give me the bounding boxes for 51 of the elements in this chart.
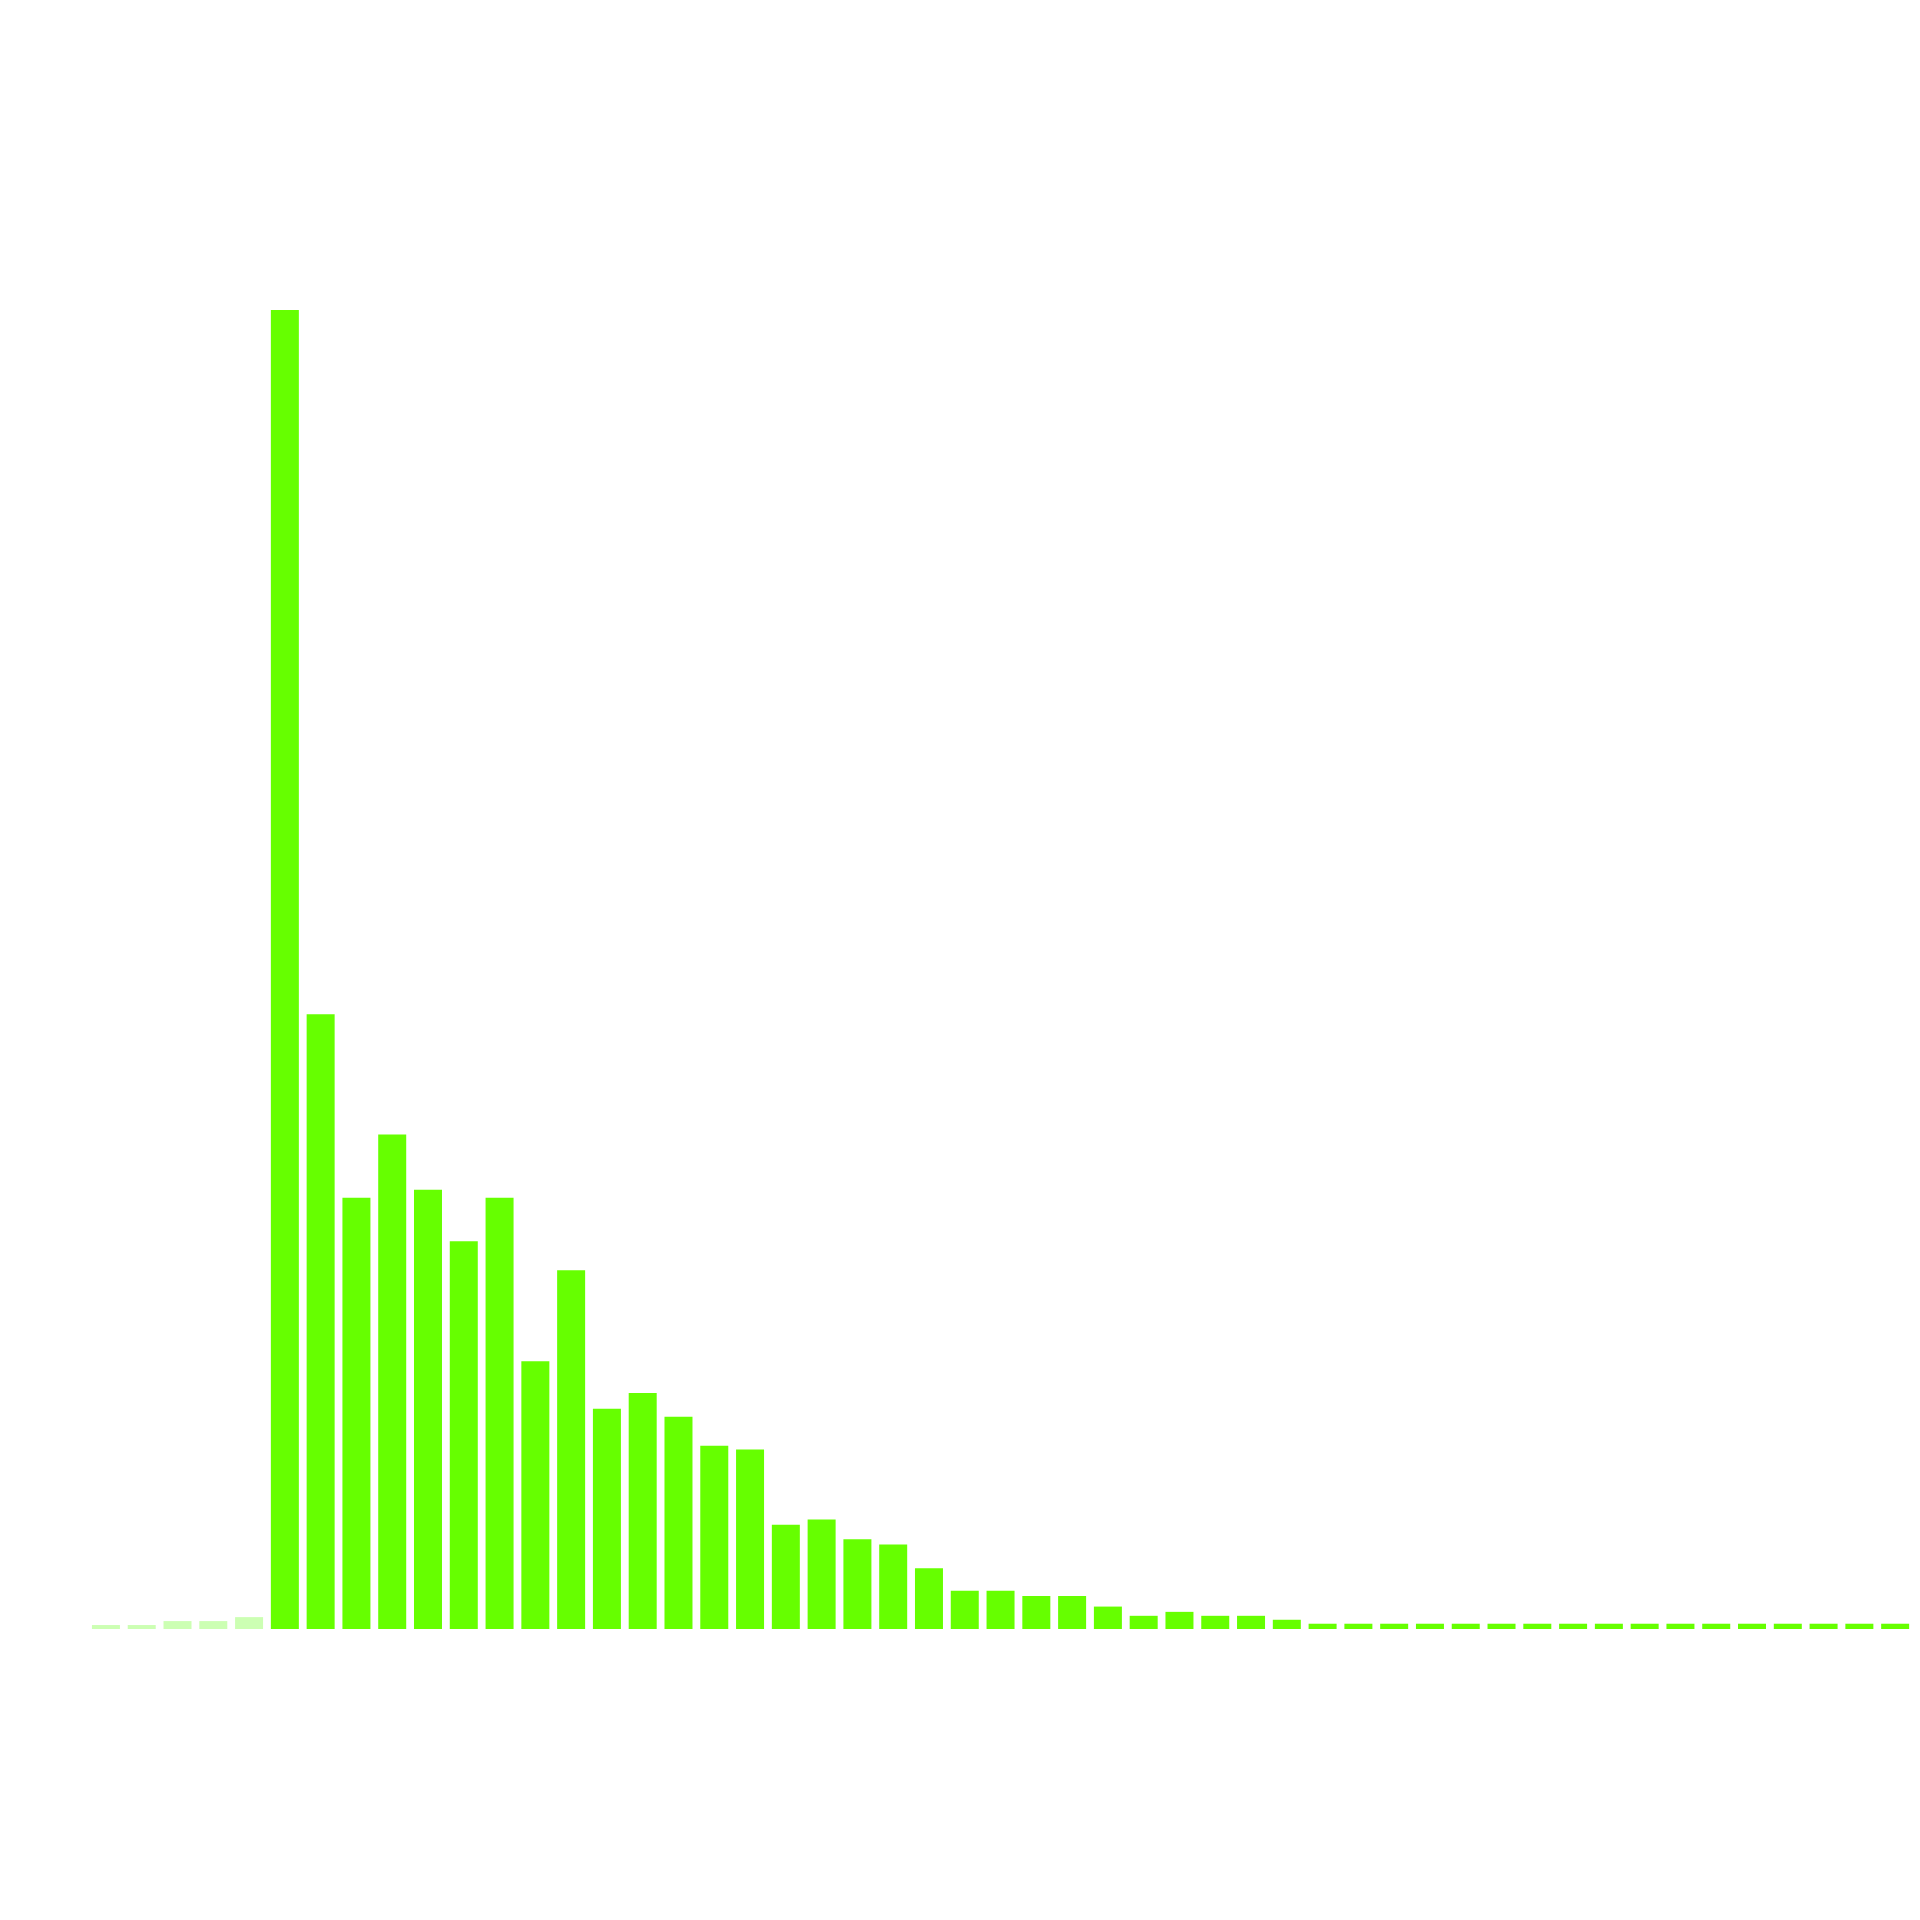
bar — [306, 1014, 335, 1629]
bar — [199, 1621, 228, 1629]
bar — [1487, 1623, 1516, 1629]
bar — [485, 1197, 514, 1629]
bar — [1523, 1623, 1552, 1629]
bar — [986, 1590, 1015, 1629]
bar — [1415, 1623, 1444, 1629]
bar — [592, 1408, 621, 1629]
bar — [1058, 1596, 1087, 1629]
bar — [879, 1544, 908, 1629]
bar — [270, 310, 299, 1629]
bar — [127, 1625, 156, 1629]
bar — [1773, 1623, 1802, 1629]
bar — [1702, 1623, 1731, 1629]
bar — [843, 1539, 872, 1629]
bar — [1451, 1623, 1480, 1629]
bar — [1594, 1623, 1623, 1629]
bar — [163, 1621, 192, 1629]
bar — [1666, 1623, 1695, 1629]
bar — [1630, 1623, 1659, 1629]
bar — [950, 1590, 979, 1629]
bar — [1559, 1623, 1588, 1629]
bar — [1022, 1596, 1051, 1629]
bar — [736, 1449, 765, 1629]
bar — [449, 1241, 478, 1629]
bar — [1308, 1623, 1337, 1629]
bar — [1809, 1623, 1838, 1629]
bar — [414, 1189, 442, 1629]
bar — [628, 1392, 657, 1629]
bar — [235, 1617, 264, 1629]
bar — [1129, 1615, 1158, 1629]
bar — [807, 1519, 836, 1629]
bar — [771, 1524, 800, 1629]
bar — [1845, 1623, 1874, 1629]
bar — [1272, 1619, 1301, 1629]
bar — [91, 1625, 120, 1629]
bar — [1380, 1623, 1409, 1629]
bar — [1201, 1615, 1230, 1629]
bar — [1738, 1623, 1767, 1629]
bar — [557, 1270, 586, 1629]
bar — [1165, 1611, 1194, 1629]
bar — [342, 1197, 371, 1629]
bar — [664, 1416, 693, 1629]
bar — [1881, 1623, 1910, 1629]
bar — [1093, 1606, 1122, 1629]
bar — [700, 1445, 729, 1629]
bar — [378, 1134, 407, 1629]
bar — [1344, 1623, 1373, 1629]
bar — [1237, 1615, 1266, 1629]
bar — [521, 1361, 550, 1629]
bar — [914, 1568, 943, 1629]
